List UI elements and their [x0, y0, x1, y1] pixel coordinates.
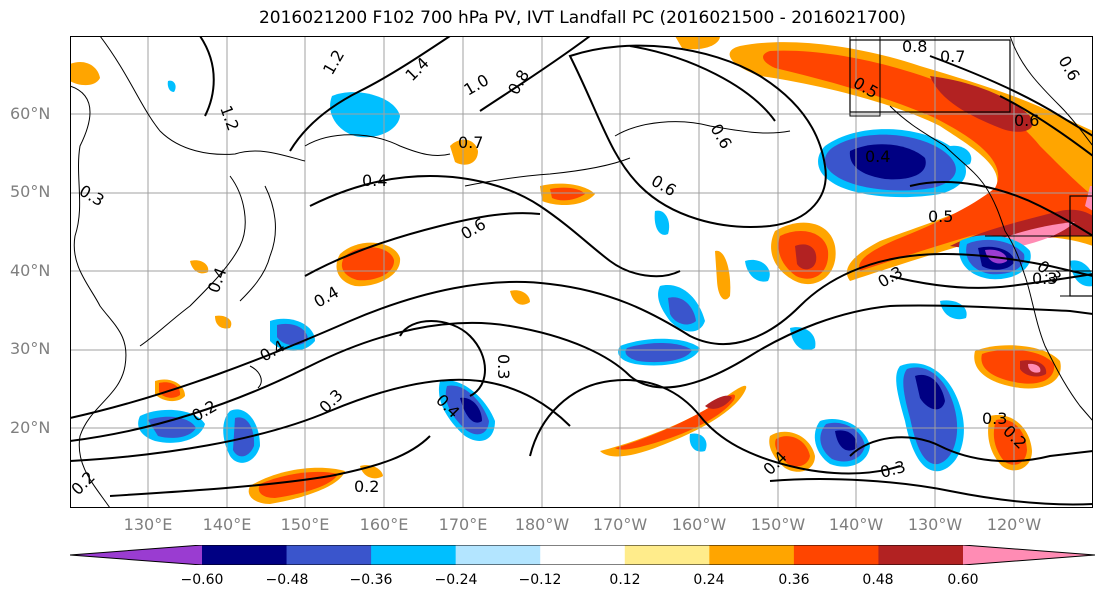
gridlines	[70, 36, 1093, 508]
lat-label-30n: 30°N	[10, 339, 51, 358]
contour-label: 0.3	[1032, 269, 1057, 288]
colorbar-segment	[286, 545, 372, 565]
colorbar-segment	[202, 545, 288, 565]
lon-label-160e: 160°E	[359, 515, 409, 534]
lon-label-130e: 130°E	[123, 515, 173, 534]
lon-label-150e: 150°E	[280, 515, 330, 534]
colorbar-segment	[624, 545, 710, 565]
lon-label-140e: 140°E	[202, 515, 252, 534]
colorbar-tick: −0.36	[349, 572, 393, 588]
colorbar-tick: −0.12	[518, 572, 562, 588]
pv-contours	[70, 36, 1093, 506]
contour-label: 0.6	[1014, 111, 1039, 130]
contour-label: 0.4	[865, 147, 890, 166]
lat-label-20n: 20°N	[10, 418, 51, 437]
colorbar-tick: −0.60	[180, 572, 224, 588]
lat-label-60n: 60°N	[10, 104, 51, 123]
colorbar-extend-high	[963, 545, 1095, 565]
colorbar-tick: 0.60	[947, 572, 979, 588]
contour-label: 0.3	[982, 409, 1007, 428]
colorbar-segment	[540, 545, 626, 565]
colorbar-segment	[878, 545, 964, 565]
contour-label: 0.5	[928, 207, 953, 226]
colorbar-tick: 0.12	[609, 572, 641, 588]
contour-label: 0.7	[940, 47, 965, 66]
lon-label-170e: 170°E	[438, 515, 488, 534]
map-svg: 1.2 1.2 1.4 1.0 0.8 0.8 0.7 0.6 0.5 0.7 …	[70, 36, 1093, 508]
colorbar-tick: 0.24	[693, 572, 725, 588]
lon-label-160w: 160°W	[671, 515, 727, 534]
colorbar-tick: 0.48	[862, 572, 894, 588]
colorbar-segment	[709, 545, 795, 565]
map-frame	[70, 36, 1093, 508]
colorbar-segment	[371, 545, 457, 565]
colorbar-tick: −0.48	[265, 572, 309, 588]
colorbar-extend-low	[70, 545, 202, 565]
lon-label-120w: 120°W	[986, 515, 1042, 534]
lon-label-150w: 150°W	[750, 515, 806, 534]
region-boxes	[849, 39, 1093, 297]
map-panel: 1.2 1.2 1.4 1.0 0.8 0.8 0.7 0.6 0.5 0.7 …	[70, 36, 1093, 508]
colorbar	[70, 545, 1095, 565]
colorbar-tick: −0.24	[434, 572, 478, 588]
lon-label-180w: 180°W	[514, 515, 570, 534]
contour-label: 0.7	[458, 133, 483, 152]
negative-anomalies	[138, 80, 1093, 472]
lon-label-140w: 140°W	[828, 515, 884, 534]
contour-label: 0.8	[902, 37, 927, 56]
contour-label: 0.2	[354, 477, 379, 496]
contour-label: 0.4	[362, 171, 387, 190]
lon-label-130w: 130°W	[907, 515, 963, 534]
map-title: 2016021200 F102 700 hPa PV, IVT Landfall…	[258, 8, 906, 28]
colorbar-segment	[455, 545, 541, 565]
lat-label-40n: 40°N	[10, 261, 51, 280]
colorbar-tick: 0.36	[778, 572, 810, 588]
lon-label-170w: 170°W	[592, 515, 648, 534]
contour-label: 0.3	[494, 354, 513, 379]
lat-label-50n: 50°N	[10, 182, 51, 201]
colorbar-segments	[70, 545, 1095, 565]
colorbar-segment	[793, 545, 879, 565]
